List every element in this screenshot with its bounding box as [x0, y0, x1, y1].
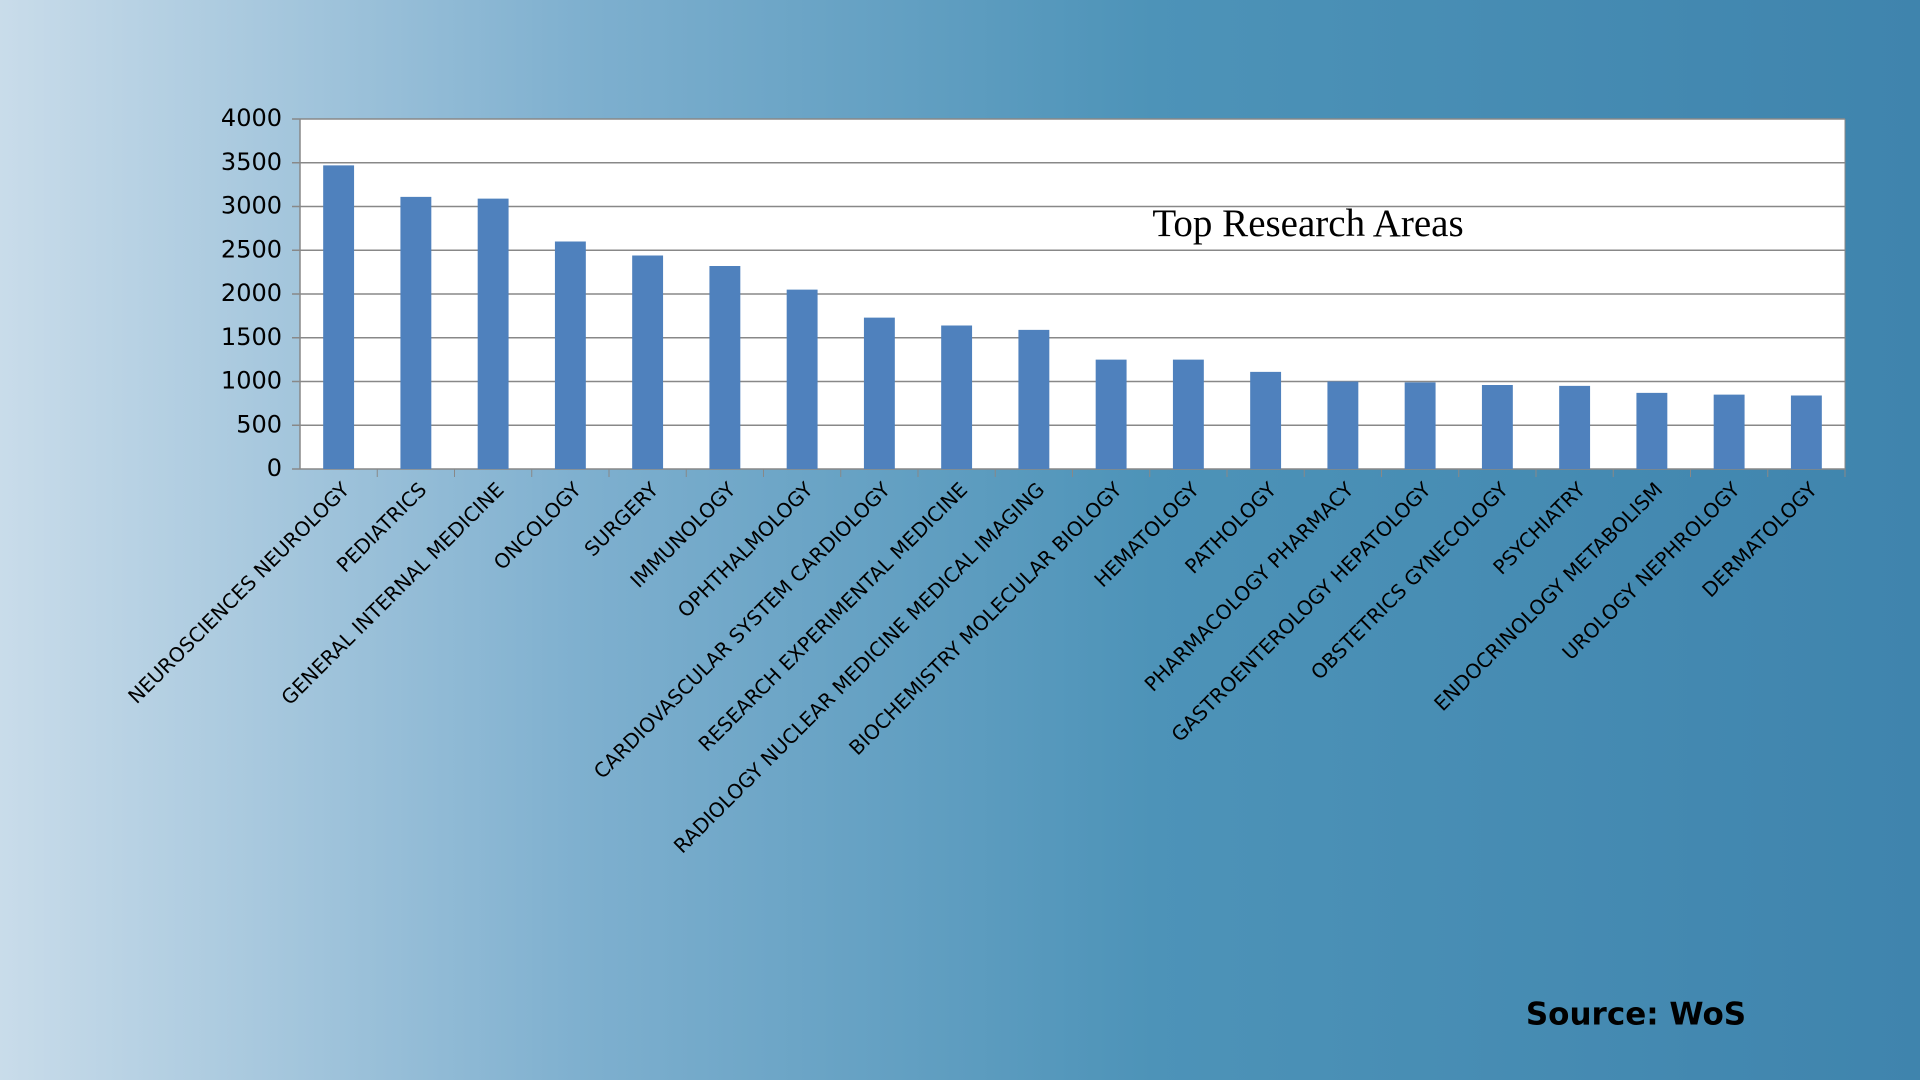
- y-tick-label: 3000: [221, 192, 282, 220]
- bar: [863, 317, 895, 469]
- bar: [1250, 371, 1282, 469]
- bar: [632, 255, 664, 469]
- bar: [1018, 329, 1050, 469]
- bar: [323, 165, 355, 469]
- y-tick-label: 4000: [221, 104, 282, 132]
- bar: [1636, 392, 1668, 469]
- y-tick-label: 2000: [221, 279, 282, 307]
- bar: [1481, 385, 1513, 469]
- bar: [1095, 359, 1127, 469]
- source-note: Source: WoS: [1526, 997, 1746, 1033]
- bar: [1404, 382, 1436, 469]
- bar: [477, 198, 509, 469]
- bar: [1713, 394, 1745, 469]
- y-tick-label: 0: [267, 454, 282, 482]
- bar: [1172, 359, 1204, 469]
- bar: [786, 289, 818, 469]
- chart-title: Top Research Areas: [1152, 202, 1463, 245]
- bar: [1327, 381, 1359, 469]
- bar: [1559, 385, 1591, 469]
- bar: [554, 241, 586, 469]
- y-tick-label: 1000: [221, 367, 282, 395]
- bar: [941, 325, 973, 469]
- bar: [709, 266, 741, 469]
- y-tick-label: 2500: [221, 235, 282, 263]
- y-tick-label: 500: [236, 410, 282, 438]
- y-tick-label: 3500: [221, 148, 282, 176]
- bar: [1790, 395, 1822, 469]
- y-tick-label: 1500: [221, 323, 282, 351]
- bar: [400, 196, 432, 469]
